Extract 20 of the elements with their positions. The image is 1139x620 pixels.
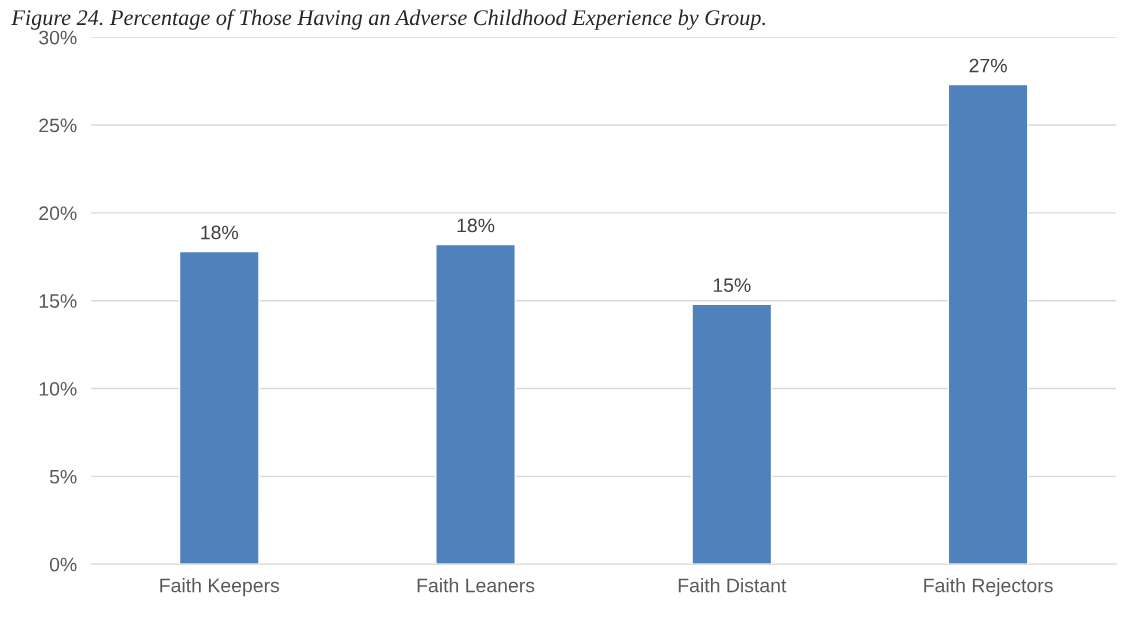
bar — [178, 250, 260, 565]
y-tick-label: 0% — [49, 557, 77, 572]
bar — [691, 303, 773, 565]
x-tick-label: Faith Distant — [678, 578, 787, 593]
bar — [947, 83, 1029, 565]
bar — [435, 243, 516, 565]
data-label: 18% — [457, 218, 495, 233]
x-tick-label: Faith Leaners — [417, 578, 535, 593]
x-tick-label: Faith Rejectors — [924, 578, 1053, 597]
chart-title: Figure 24. Percentage of Those Having an Adverse Childhood Experience by Group. — [11, 9, 765, 30]
data-label: 27% — [969, 58, 1007, 73]
data-label: 15% — [713, 278, 751, 293]
y-tick-label: 10% — [39, 382, 77, 396]
y-tick-label: 30% — [39, 30, 77, 45]
y-tick-label: 20% — [39, 206, 77, 221]
y-tick-label: 25% — [39, 118, 77, 133]
data-label: 18% — [201, 225, 239, 240]
y-tick-label: 15% — [39, 294, 77, 308]
x-tick-label: Faith Keepers — [160, 578, 280, 597]
y-tick-label: 5% — [49, 469, 77, 484]
